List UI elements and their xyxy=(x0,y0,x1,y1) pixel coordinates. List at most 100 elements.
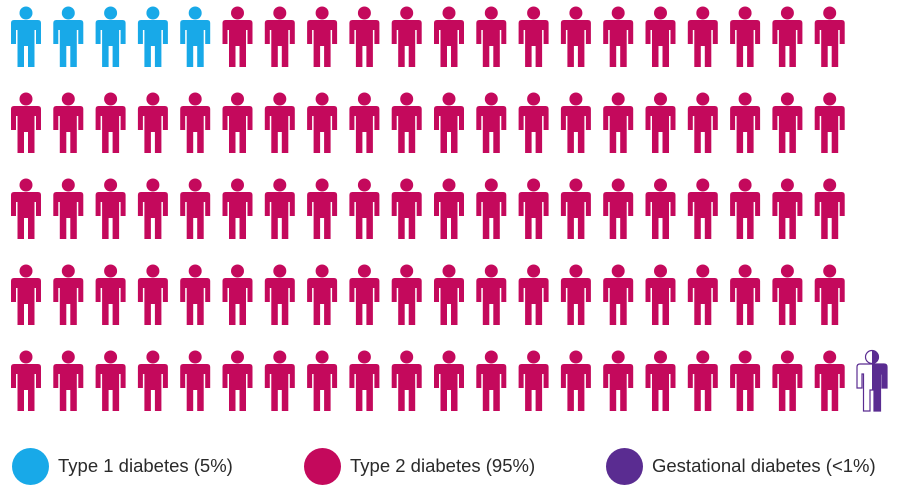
legend-item-type1: Type 1 diabetes (5%) xyxy=(12,444,233,488)
person-icon-type1 xyxy=(53,6,84,67)
person-icon-type2 xyxy=(264,264,295,325)
person-icon-type2 xyxy=(476,178,507,239)
pictogram-chart xyxy=(11,6,888,412)
person-icon-type2 xyxy=(349,92,380,153)
person-icon-type2 xyxy=(603,92,634,153)
person-icon-type2 xyxy=(476,6,507,67)
person-icon-type2 xyxy=(391,6,422,67)
person-icon-type2 xyxy=(180,92,211,153)
person-icon-type2 xyxy=(814,350,845,411)
person-icon-type2 xyxy=(307,178,338,239)
legend-item-gestational: Gestational diabetes (<1%) xyxy=(606,444,876,488)
person-icon-type2 xyxy=(349,350,380,411)
person-icon-type2 xyxy=(645,92,676,153)
person-icon-type2 xyxy=(645,264,676,325)
person-icon-type2 xyxy=(560,350,591,411)
person-icon-type2 xyxy=(349,6,380,67)
person-icon-type2 xyxy=(264,92,295,153)
person-icon-type2 xyxy=(476,92,507,153)
person-icon-type2 xyxy=(137,264,168,325)
person-icon-type2 xyxy=(730,92,761,153)
person-icon-type1 xyxy=(95,6,126,67)
person-icon-grid xyxy=(11,6,888,412)
person-icon-type2 xyxy=(349,264,380,325)
person-icon-type2 xyxy=(518,6,549,67)
person-icon-type2 xyxy=(264,178,295,239)
person-icon-type2 xyxy=(95,92,126,153)
legend-swatch-gestational xyxy=(606,447,643,485)
person-icon-type2 xyxy=(560,92,591,153)
person-icon-type2 xyxy=(434,178,464,239)
person-icon-type2 xyxy=(603,178,634,239)
person-icon-type2 xyxy=(476,350,507,411)
person-icon-type1 xyxy=(180,6,211,67)
person-icon-type2 xyxy=(603,264,634,325)
person-icon-type2 xyxy=(814,92,845,153)
legend-label-type2: Type 2 diabetes (95%) xyxy=(350,455,536,476)
legend: Type 1 diabetes (5%) Type 2 diabetes (95… xyxy=(0,444,911,488)
person-icon-type2 xyxy=(434,264,464,325)
legend-item-type2: Type 2 diabetes (95%) xyxy=(304,444,535,488)
person-icon-type2 xyxy=(518,178,549,239)
person-icon-type2 xyxy=(180,264,211,325)
person-icon-type2 xyxy=(560,6,591,67)
person-icon-type2 xyxy=(222,92,253,153)
person-icon-type2 xyxy=(687,92,718,153)
person-icon-type2 xyxy=(180,178,211,239)
person-icon-type2 xyxy=(603,6,634,67)
person-icon-type2 xyxy=(687,6,718,67)
person-icon-type2 xyxy=(307,350,338,411)
person-icon-type2 xyxy=(560,178,591,239)
person-icon-type2 xyxy=(518,264,549,325)
person-icon-type2 xyxy=(391,178,422,239)
person-icon-type2 xyxy=(222,178,253,239)
person-icon-type2 xyxy=(391,264,422,325)
person-icon-type2 xyxy=(137,350,168,411)
person-icon-type2 xyxy=(730,264,761,325)
person-icon-type2 xyxy=(137,92,168,153)
person-icon-type2 xyxy=(53,350,84,411)
person-icon-type2 xyxy=(95,178,126,239)
person-icon-type2 xyxy=(434,6,464,67)
person-icon-type2 xyxy=(307,264,338,325)
person-icon-type2 xyxy=(53,264,84,325)
person-icon-type2 xyxy=(645,350,676,411)
person-icon-type2 xyxy=(518,350,549,411)
person-icon-type2 xyxy=(349,178,380,239)
person-icon-type2 xyxy=(645,6,676,67)
person-icon-type2 xyxy=(687,264,718,325)
person-icon-type2 xyxy=(687,350,718,411)
person-icon-type2 xyxy=(814,178,845,239)
person-icon-type2 xyxy=(603,350,634,411)
person-icon-type2 xyxy=(95,264,126,325)
person-icon-type2 xyxy=(434,350,464,411)
person-icon-type2 xyxy=(772,264,803,325)
person-icon-type2 xyxy=(772,178,803,239)
person-icon-type2 xyxy=(180,350,211,411)
person-icon-type2 xyxy=(137,178,168,239)
person-icon-type2 xyxy=(307,6,338,67)
person-icon-type2 xyxy=(772,350,803,411)
person-icon-type2 xyxy=(222,6,253,67)
person-icon-type2 xyxy=(730,178,761,239)
person-icon-type2 xyxy=(772,6,803,67)
person-icon-type2 xyxy=(391,92,422,153)
legend-swatch-type2 xyxy=(304,447,341,485)
person-icon-type2 xyxy=(434,92,464,153)
person-icon-type1 xyxy=(137,6,168,67)
person-icon-type2 xyxy=(53,92,84,153)
person-icon-type2 xyxy=(11,264,41,325)
person-icon-type2 xyxy=(814,6,845,67)
legend-swatch-type1 xyxy=(12,447,49,485)
person-icon-type2 xyxy=(730,350,761,411)
person-icon-type2 xyxy=(307,92,338,153)
person-icon-type2 xyxy=(476,264,507,325)
person-icon-type2 xyxy=(730,6,761,67)
person-icon-type2 xyxy=(95,350,126,411)
person-icon-type2 xyxy=(53,178,84,239)
person-icon-type2 xyxy=(222,350,253,411)
person-icon-type2 xyxy=(391,350,422,411)
person-icon-type2 xyxy=(11,350,41,411)
person-icon-type2 xyxy=(11,178,41,239)
person-icon-type2 xyxy=(814,264,845,325)
